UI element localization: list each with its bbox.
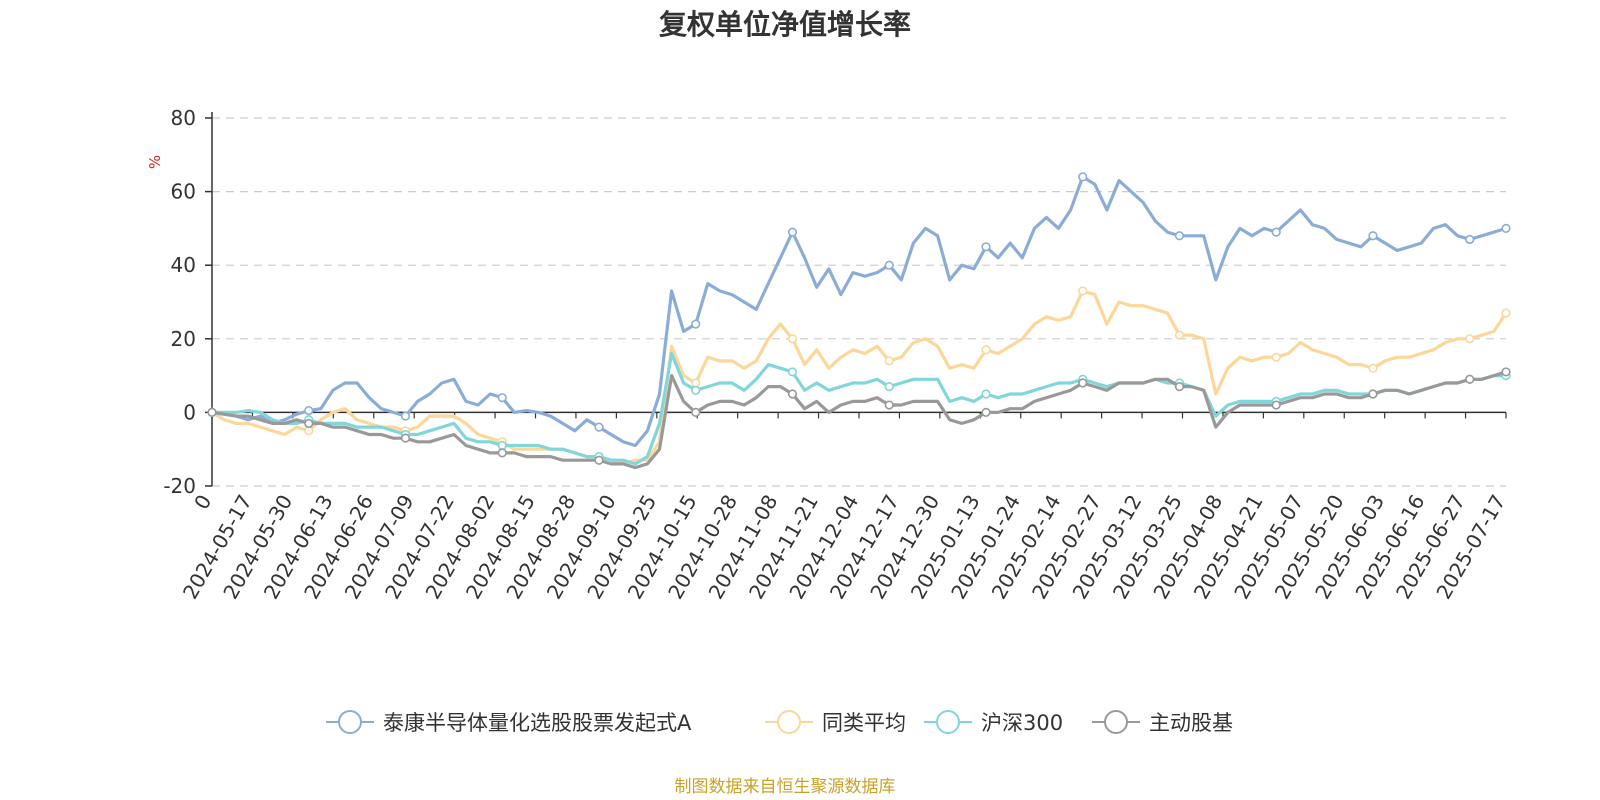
y-axis-unit: % (146, 155, 164, 169)
series-point (594, 455, 604, 465)
series-point (787, 227, 798, 237)
series-point (497, 440, 507, 451)
series-point (1271, 352, 1281, 362)
series-point (787, 334, 798, 344)
grid-lines (212, 117, 1506, 487)
series-line-2 (211, 289, 1508, 466)
series-point (691, 407, 701, 418)
series-point (1078, 378, 1088, 388)
series-point (497, 393, 507, 403)
series-point (884, 382, 894, 392)
series-point (787, 367, 798, 377)
y-tick-label: 0 (183, 400, 196, 424)
y-tick-label: 20 (171, 327, 196, 351)
series-line-1 (211, 175, 1507, 448)
series-point (1465, 234, 1475, 245)
chart-title: 复权单位净值增长率 (659, 8, 911, 41)
series-point (1174, 382, 1185, 392)
series-point (594, 422, 604, 432)
series-point (691, 378, 701, 388)
series-point (497, 448, 507, 458)
series-lines (207, 172, 1511, 470)
series-point (981, 389, 991, 399)
legend-item-3[interactable]: 沪深300 (924, 710, 1063, 735)
legend-label: 主动股基 (1149, 711, 1233, 735)
series-point (884, 260, 894, 270)
series-point (1501, 308, 1511, 318)
legend-marker-icon (1104, 710, 1128, 734)
legend-marker-icon (936, 710, 960, 734)
series-point (400, 433, 411, 443)
y-tick-label: 40 (171, 253, 196, 277)
series-point (884, 356, 894, 366)
legend-label: 沪深300 (981, 711, 1063, 735)
series-point (691, 385, 701, 395)
series-line-4 (211, 370, 1507, 470)
series-point (304, 426, 314, 436)
series-point (1501, 223, 1511, 233)
series-line-3 (212, 351, 1506, 466)
legend-item-1[interactable]: 泰康半导体量化选股股票发起式A (326, 710, 692, 735)
series-point (1368, 231, 1378, 241)
series-point (207, 407, 217, 418)
series-point (981, 345, 991, 355)
series-point (1501, 367, 1511, 377)
series-point (1078, 172, 1088, 182)
y-tick-labels: -20 0 20 40 60 80 (163, 106, 196, 498)
series-point (981, 407, 991, 418)
legend-item-2[interactable]: 同类平均 (765, 710, 906, 735)
x-tick-labels: 02024-05-172024-05-302024-06-132024-06-2… (178, 491, 1510, 604)
series-point (304, 418, 314, 429)
legend-marker-icon (338, 710, 362, 734)
y-tick-label: 60 (171, 180, 196, 204)
series-point (787, 389, 798, 399)
data-source-note: 制图数据来自恒生聚源数据库 (675, 777, 896, 797)
series-point (400, 411, 411, 421)
series-point (1271, 400, 1281, 410)
x-tick-label: 0 (189, 491, 216, 514)
y-tick-label: -20 (163, 474, 196, 498)
series-point (1174, 330, 1185, 340)
series-point (1078, 286, 1088, 296)
series-point (1465, 374, 1475, 384)
legend-marker-icon (777, 710, 801, 734)
series-point (1271, 227, 1281, 237)
series-point (1368, 389, 1378, 399)
y-tick-label: 80 (171, 106, 196, 130)
series-point (1465, 334, 1475, 344)
legend[interactable]: 泰康半导体量化选股股票发起式A 同类平均 沪深300 主动股基 (326, 710, 1233, 735)
series-point (884, 400, 894, 410)
legend-label: 泰康半导体量化选股股票发起式A (383, 711, 692, 735)
series-point (304, 405, 314, 416)
legend-label: 同类平均 (822, 711, 906, 735)
series-point (981, 242, 991, 252)
series-point (1368, 363, 1378, 373)
series-point (1174, 231, 1185, 241)
legend-item-4[interactable]: 主动股基 (1092, 710, 1233, 735)
series-point (691, 319, 701, 329)
